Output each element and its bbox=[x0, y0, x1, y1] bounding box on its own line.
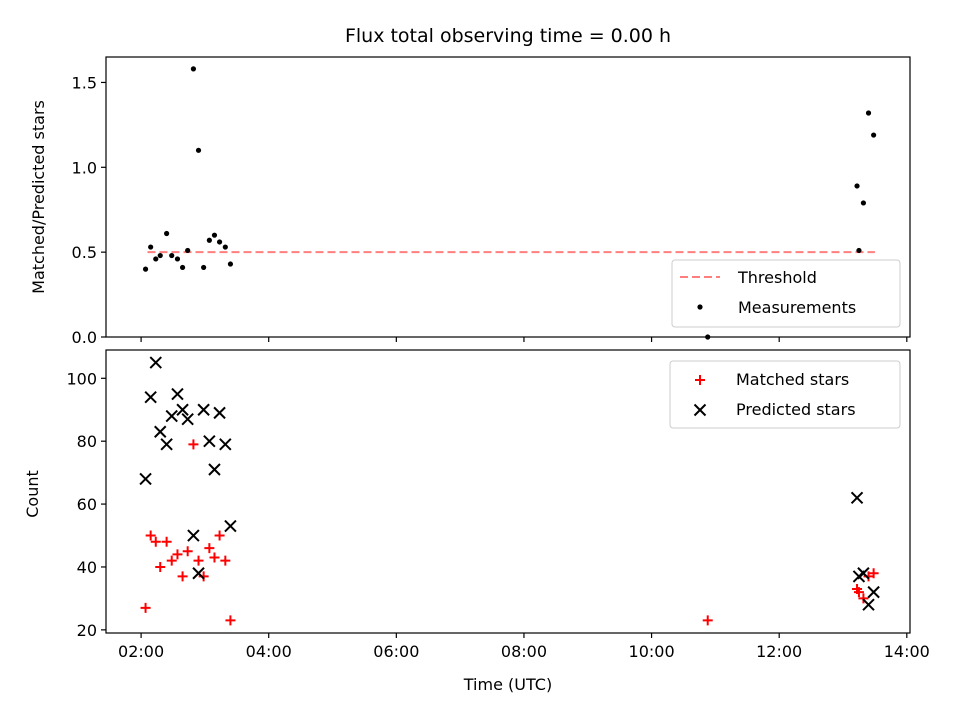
matched-star-point bbox=[853, 587, 864, 598]
measurement-point bbox=[860, 200, 867, 206]
measurement-point bbox=[227, 261, 234, 267]
x-tick-label: 12:00 bbox=[756, 642, 802, 661]
x-tick-label: 04:00 bbox=[246, 642, 292, 661]
x-tick-label: 14:00 bbox=[884, 642, 930, 661]
matched-star-point bbox=[220, 555, 231, 566]
top-legend: Threshold Measurements bbox=[671, 259, 901, 328]
measurement-point bbox=[871, 132, 877, 138]
legend-measurements-swatch bbox=[697, 304, 703, 310]
measurement-point bbox=[865, 110, 872, 116]
measurement-point bbox=[856, 247, 862, 254]
bottom-y-tick-label: 40 bbox=[77, 558, 97, 577]
predicted-star-point bbox=[192, 567, 205, 580]
matched-star-point bbox=[702, 615, 713, 626]
bottom-y-tick-label: 100 bbox=[66, 369, 97, 388]
top-y-tick-label: 1.5 bbox=[72, 73, 97, 92]
predicted-star-point bbox=[867, 585, 880, 599]
matched-star-point bbox=[177, 571, 188, 582]
measurement-point bbox=[157, 252, 163, 259]
chart-title: Flux total observing time = 0.00 h bbox=[345, 25, 671, 47]
predicted-star-point bbox=[203, 434, 216, 448]
matched-star-point bbox=[193, 555, 204, 566]
measurement-point bbox=[142, 266, 149, 272]
measurement-point bbox=[164, 230, 170, 237]
measurement-point bbox=[148, 244, 154, 250]
predicted-star-point bbox=[171, 387, 184, 401]
predicted-star-point bbox=[197, 403, 210, 416]
predicted-star-point bbox=[208, 463, 221, 476]
measurement-point bbox=[153, 256, 159, 262]
x-tick-label: 02:00 bbox=[118, 642, 164, 661]
legend-predicted-swatch bbox=[693, 403, 707, 417]
top-legend-box bbox=[671, 259, 901, 328]
predicted-star-point bbox=[213, 406, 226, 420]
matched-star-point bbox=[188, 439, 199, 450]
x-axis-label: Time (UTC) bbox=[463, 675, 552, 694]
predicted-star-point bbox=[149, 356, 162, 369]
measurement-point bbox=[179, 264, 186, 271]
measurement-point bbox=[190, 66, 197, 72]
measurement-point bbox=[185, 247, 191, 254]
predicted-star-point bbox=[139, 472, 152, 486]
predicted-star-point bbox=[160, 438, 173, 451]
legend-threshold-label: Threshold bbox=[737, 268, 817, 287]
x-tick-label: 10:00 bbox=[629, 642, 675, 661]
matched-star-point bbox=[204, 543, 215, 554]
legend-predicted-label: Predicted stars bbox=[736, 400, 856, 419]
predicted-star-point bbox=[144, 390, 157, 404]
predicted-star-point bbox=[224, 519, 237, 533]
predicted-star-point bbox=[857, 567, 870, 580]
matched-star-point bbox=[209, 552, 220, 563]
top-panel: 0.0 0.5 1.0 1.5 Threshold Measurements bbox=[72, 56, 911, 347]
matched-star-point bbox=[155, 561, 166, 572]
measurement-point bbox=[174, 256, 181, 262]
matched-star-point bbox=[172, 549, 183, 560]
predicted-star-point bbox=[176, 403, 189, 416]
predicted-star-point bbox=[187, 529, 200, 542]
measurement-point bbox=[195, 147, 202, 153]
measurement-point bbox=[222, 244, 228, 250]
top-y-tick-label: 0.0 bbox=[72, 328, 97, 347]
matched-star-point bbox=[140, 602, 151, 613]
legend-matched-label: Matched stars bbox=[736, 370, 849, 389]
bottom-axes-frame bbox=[105, 349, 911, 634]
matched-star-point bbox=[150, 536, 161, 547]
top-y-tick-label: 1.0 bbox=[72, 158, 97, 177]
legend-measurements-label: Measurements bbox=[738, 298, 856, 317]
bottom-y-tick-label: 20 bbox=[77, 621, 97, 640]
top-axes-frame bbox=[105, 56, 911, 338]
x-tick-label: 06:00 bbox=[373, 642, 419, 661]
bottom-y-tick-label: 80 bbox=[77, 432, 97, 451]
predicted-star-point bbox=[165, 409, 178, 423]
measurement-point bbox=[216, 239, 223, 245]
predicted-star-point bbox=[154, 425, 167, 438]
matched-star-point bbox=[166, 555, 177, 566]
legend-matched-swatch bbox=[695, 375, 705, 385]
top-y-tick-label: 0.5 bbox=[72, 243, 97, 262]
predicted-star-point bbox=[181, 412, 194, 426]
measurement-point bbox=[169, 252, 175, 259]
bottom-legend: Matched stars Predicted stars bbox=[669, 360, 901, 429]
matched-star-point bbox=[182, 546, 193, 557]
measurement-point bbox=[854, 183, 860, 189]
measurement-point bbox=[211, 232, 218, 238]
predicted-star-point bbox=[862, 598, 875, 611]
measurement-point bbox=[201, 264, 207, 271]
top-y-axis-label: Matched/Predicted stars bbox=[29, 100, 48, 294]
matched-star-point bbox=[145, 530, 156, 541]
matched-star-point bbox=[868, 568, 879, 579]
matched-star-point bbox=[161, 536, 172, 547]
predicted-star-point bbox=[850, 491, 864, 504]
matched-star-point bbox=[225, 615, 236, 626]
measurement-point bbox=[206, 237, 212, 243]
predicted-star-point bbox=[219, 438, 232, 451]
bottom-legend-box bbox=[669, 360, 901, 429]
x-tick-label: 08:00 bbox=[501, 642, 547, 661]
bottom-y-tick-label: 60 bbox=[77, 495, 97, 514]
matched-star-point bbox=[214, 530, 225, 541]
bottom-panel: 02:00 04:00 06:00 08:00 10:00 12:00 14:00 20 40 6… bbox=[66, 349, 930, 661]
bottom-y-axis-label: Count bbox=[23, 470, 42, 518]
matched-star-point bbox=[858, 593, 869, 604]
